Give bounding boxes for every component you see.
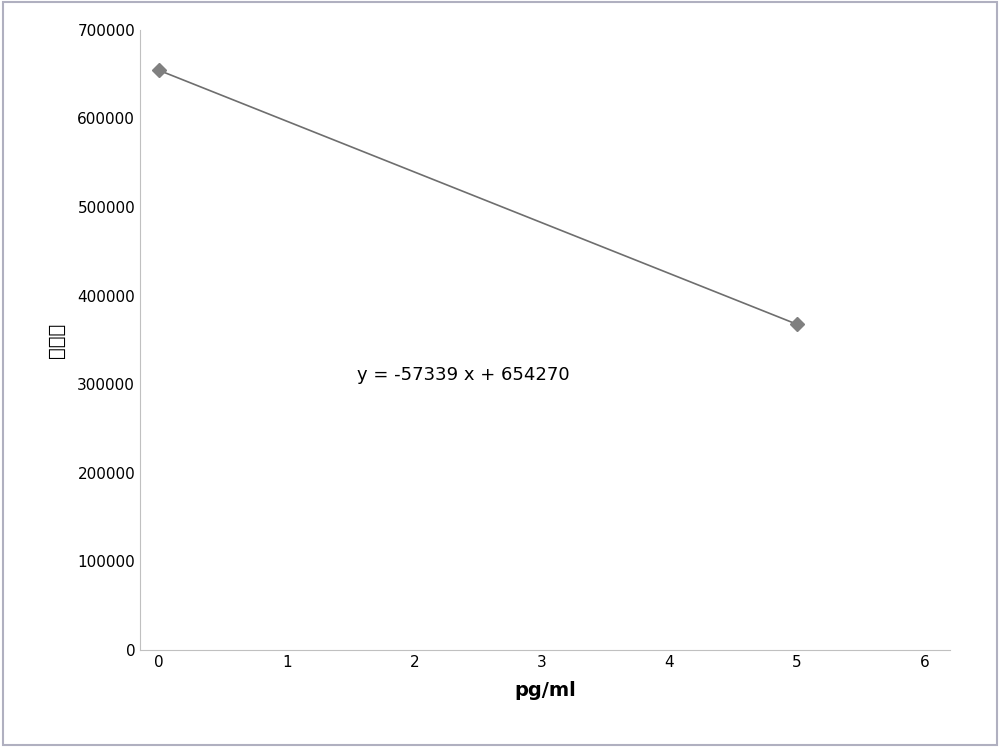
Y-axis label: 发光値: 发光値 — [47, 322, 66, 358]
X-axis label: pg/ml: pg/ml — [514, 681, 576, 700]
Text: y = -57339 x + 654270: y = -57339 x + 654270 — [357, 366, 569, 384]
